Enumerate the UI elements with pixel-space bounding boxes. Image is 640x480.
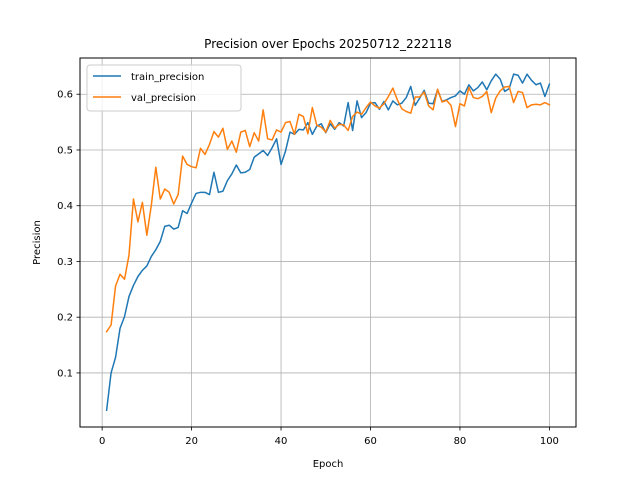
- y-tick-label: 0.5: [57, 145, 73, 156]
- y-tick-label: 0.6: [57, 90, 73, 101]
- legend-label-val: val_precision: [131, 93, 196, 104]
- x-tick-label: 80: [454, 436, 467, 447]
- legend-label-train: train_precision: [131, 72, 204, 83]
- axis-ticks: 0 20 40 60 80 100 0.1 0.2 0.3 0.4 0.5 0.6: [57, 90, 559, 447]
- x-tick-label: 40: [275, 436, 288, 447]
- legend: train_precision val_precision: [86, 64, 242, 112]
- x-axis-label: Epoch: [313, 459, 344, 470]
- y-tick-label: 0.1: [57, 368, 73, 379]
- legend-box: [86, 64, 242, 112]
- x-tick-label: 100: [540, 436, 559, 447]
- y-axis-label: Precision: [32, 220, 43, 265]
- x-tick-label: 0: [99, 436, 105, 447]
- chart-title: Precision over Epochs 20250712_222118: [204, 37, 452, 51]
- y-tick-label: 0.4: [57, 201, 73, 212]
- series-lines: [105, 73, 551, 412]
- x-tick-label: 60: [364, 436, 377, 447]
- grid-lines: [80, 58, 576, 427]
- y-tick-label: 0.3: [57, 257, 73, 268]
- series-line-val-precision: [105, 85, 551, 333]
- x-tick-label: 20: [185, 436, 198, 447]
- y-tick-label: 0.2: [57, 313, 73, 324]
- axes-frame: [79, 57, 577, 428]
